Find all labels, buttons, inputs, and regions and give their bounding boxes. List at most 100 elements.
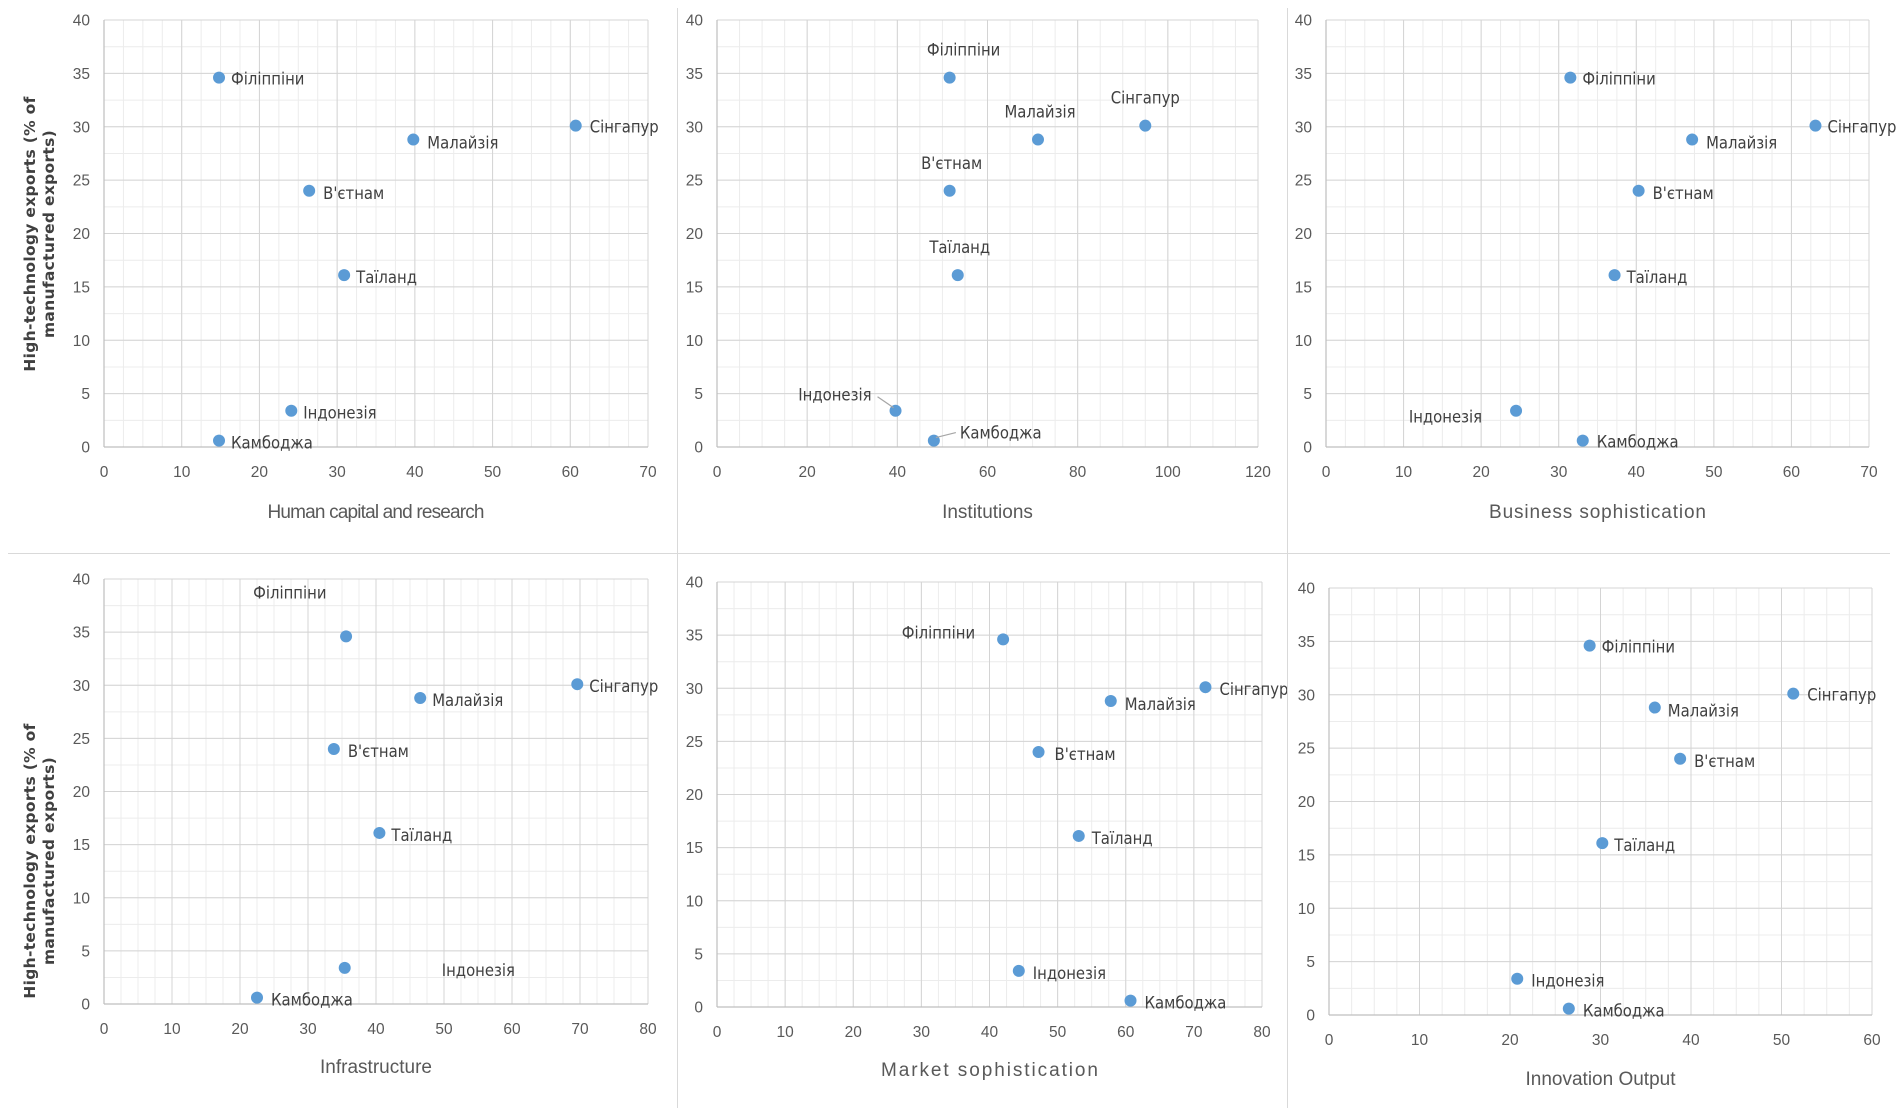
data-point	[1104, 695, 1117, 707]
x-tick-label: 70	[639, 464, 657, 481]
data-label: Сінгапур	[590, 118, 659, 137]
x-tick-label: 30	[913, 1024, 931, 1041]
data-point	[1632, 184, 1645, 197]
y-tick-label: 10	[73, 333, 91, 350]
x-tick-label: 40	[367, 1021, 385, 1038]
y-tick-label: 5	[81, 386, 90, 403]
chart-panel-1: 0 10 20 30 40 50 60 70 0 5 10 15 20 25 30 35 40 Human cap…	[73, 13, 659, 524]
column-divider-2	[1287, 8, 1288, 1108]
data-label: Філіппіни	[902, 623, 975, 642]
y-tick-label: 35	[686, 66, 703, 83]
data-point	[927, 434, 940, 447]
data-label: Малайзія	[432, 691, 503, 710]
x-axis-title: Business sophistication	[1489, 502, 1706, 523]
y-tick-label: 35	[73, 66, 90, 83]
x-tick-label: 20	[845, 1024, 863, 1041]
data-label: В'єтнам	[921, 154, 982, 173]
y-tick-label: 25	[686, 173, 703, 190]
data-label: В'єтнам	[1694, 752, 1755, 771]
x-tick-label: 40	[406, 464, 424, 481]
y-tick-label: 5	[81, 943, 90, 960]
y-tick-label: 25	[686, 734, 703, 751]
data-label: Таїланд	[1626, 268, 1688, 287]
x-tick-label: 30	[1550, 464, 1568, 481]
data-label: Сінгапур	[1111, 89, 1180, 108]
y-tick-label: 25	[1298, 741, 1315, 758]
x-tick-label: 80	[639, 1021, 657, 1038]
data-label: Камбоджа	[231, 434, 313, 453]
data-point	[1562, 1002, 1575, 1015]
y-tick-label: 20	[1298, 794, 1316, 811]
data-point	[943, 184, 956, 197]
x-tick-label: 60	[1863, 1032, 1881, 1049]
y-tick-label: 10	[686, 893, 704, 910]
data-point	[1032, 746, 1045, 758]
data-point	[1576, 434, 1589, 447]
y-tick-label: 0	[694, 1000, 703, 1017]
y-tick-label: 30	[73, 678, 91, 695]
x-tick-label: 70	[1185, 1024, 1203, 1041]
data-point	[1809, 119, 1822, 132]
y-tick-label: 15	[1295, 279, 1312, 296]
x-tick-label: 40	[1682, 1032, 1700, 1049]
leader-line	[877, 396, 894, 409]
data-label: Індонезія	[303, 404, 376, 423]
data-label: Філіппіни	[927, 41, 1000, 60]
y-tick-label: 15	[1298, 847, 1315, 864]
data-label: Індонезія	[442, 961, 515, 980]
y-tick-label: 35	[1298, 634, 1315, 651]
y-tick-label: 35	[73, 625, 90, 642]
y-tick-label: 40	[1295, 13, 1313, 30]
x-tick-label: 0	[1325, 1032, 1334, 1049]
data-point	[1511, 972, 1524, 985]
x-tick-label: 60	[979, 464, 997, 481]
y-tick-label: 40	[1298, 581, 1316, 598]
y-tick-label: 0	[81, 440, 90, 457]
x-axis-title: Human capital and research	[268, 502, 485, 523]
x-tick-label: 30	[299, 1021, 317, 1038]
x-tick-label: 80	[1069, 464, 1087, 481]
row-divider	[8, 553, 1890, 554]
x-tick-label: 20	[799, 464, 817, 481]
data-label: Сінгапур	[1219, 680, 1288, 699]
y-axis-title-top: High-technology exports (% of manufactur…	[21, 96, 58, 372]
data-label: Індонезія	[798, 386, 871, 405]
x-tick-label: 70	[1860, 464, 1878, 481]
data-label: Індонезія	[1531, 972, 1604, 991]
data-point	[1012, 964, 1025, 977]
x-tick-label: 60	[1783, 464, 1801, 481]
chart-panel-6: 0 10 20 30 40 50 60 0 5 10 15 20 25 30 35 40 Innovation …	[1298, 581, 1881, 1091]
chart-panel-4: 0 10 20 30 40 50 60 70 80 0 5 10 15 20 25 30 35 40 Infrast…	[73, 572, 659, 1079]
data-point	[213, 434, 226, 447]
y-tick-label: 15	[686, 840, 703, 857]
x-tick-label: 50	[1773, 1032, 1791, 1049]
y-tick-label: 10	[1295, 333, 1313, 350]
x-tick-label: 0	[713, 1024, 722, 1041]
y-tick-label: 25	[73, 731, 90, 748]
y-tick-label: 25	[73, 173, 90, 190]
leader-line	[935, 432, 956, 439]
x-tick-label: 50	[484, 464, 502, 481]
x-tick-label: 0	[100, 464, 109, 481]
y-tick-label: 20	[686, 787, 704, 804]
x-axis-title: Infrastructure	[320, 1057, 432, 1078]
data-point	[1787, 687, 1800, 700]
major-grid	[716, 19, 1259, 448]
y-tick-label: 40	[73, 13, 91, 30]
data-label: Малайзія	[427, 134, 498, 153]
data-point	[943, 71, 956, 84]
x-tick-label: 50	[435, 1021, 453, 1038]
data-label: Камбоджа	[960, 424, 1042, 443]
x-tick-label: 10	[163, 1021, 181, 1038]
data-point	[407, 133, 420, 146]
y-tick-label: 5	[1303, 386, 1312, 403]
data-label: Філіппіни	[1602, 638, 1675, 657]
x-tick-label: 40	[889, 464, 907, 481]
major-grid	[1328, 587, 1873, 1016]
data-label: Філіппіни	[253, 583, 326, 602]
data-label: Таїланд	[928, 238, 990, 257]
data-point	[1139, 119, 1152, 132]
x-tick-label: 0	[1322, 464, 1331, 481]
x-tick-label: 20	[251, 464, 269, 481]
